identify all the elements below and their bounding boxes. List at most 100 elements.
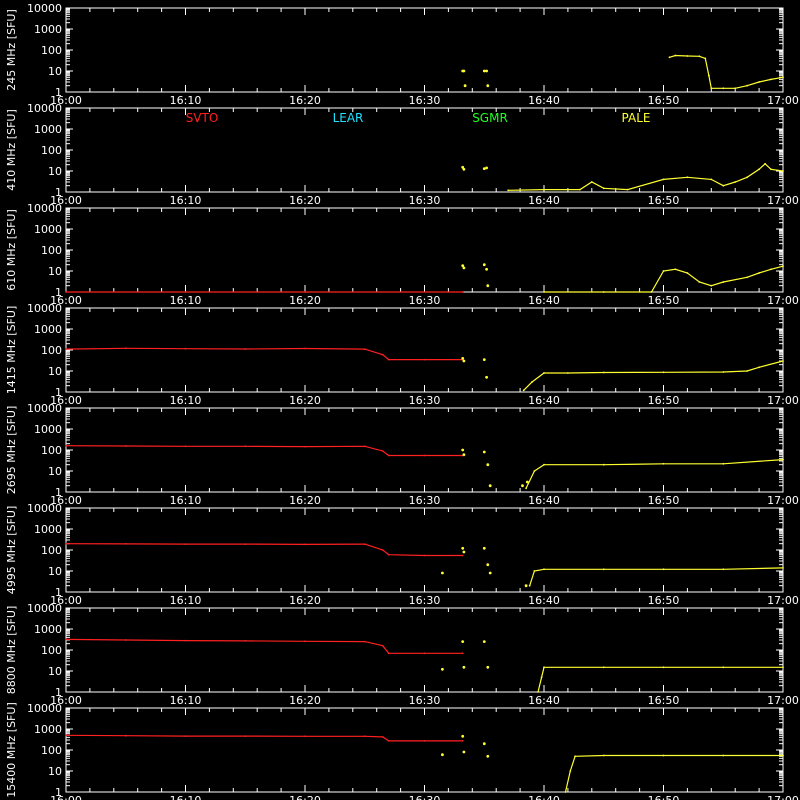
- data-point: [782, 567, 784, 569]
- x-tick-label: 16:20: [289, 294, 321, 307]
- x-tick-label: 16:30: [409, 194, 441, 207]
- panel-frame: [65, 7, 784, 93]
- y-tick-label: 1000: [34, 223, 62, 236]
- data-point: [244, 735, 247, 737]
- data-point: [461, 357, 465, 360]
- x-tick-label: 16:00: [50, 294, 82, 307]
- data-point: [722, 281, 725, 283]
- data-point: [537, 691, 539, 693]
- panel-0: 10000 1000 100 10 116:00 16:10 16:20 16:30 16:40…: [5, 2, 799, 107]
- data-point: [543, 372, 545, 374]
- x-tick-label: 16:00: [50, 194, 82, 207]
- y-tick-label: 1000: [34, 123, 62, 136]
- data-point: [722, 462, 725, 465]
- series-line: [523, 360, 784, 391]
- data-point: [602, 291, 605, 293]
- data-point: [441, 667, 444, 671]
- data-point: [482, 742, 486, 746]
- data-point: [65, 348, 67, 350]
- data-point: [602, 463, 605, 466]
- data-point: [486, 84, 490, 88]
- data-point: [304, 445, 306, 448]
- data-point: [65, 734, 67, 737]
- data-point: [486, 463, 490, 467]
- data-point: [758, 81, 760, 83]
- data-point: [441, 753, 444, 757]
- y-tick-label: 1: [55, 386, 62, 399]
- series-pale: [528, 567, 784, 587]
- y-tick-label: 100: [41, 344, 62, 357]
- panel-7: 10000 1000 100 10 116:00 16:10 16:20 16:30 16:40…: [5, 702, 799, 800]
- data-point: [124, 734, 127, 737]
- x-tick-label: 16:50: [648, 194, 680, 207]
- data-point: [782, 666, 784, 669]
- data-point: [662, 462, 665, 465]
- y-axis-label: 8800 MHz [SFU]: [5, 606, 18, 694]
- data-point: [686, 272, 689, 274]
- data-point: [686, 176, 689, 179]
- y-tick-label: 100: [41, 744, 62, 757]
- x-tick-label: 16:30: [409, 294, 441, 307]
- data-point: [543, 463, 545, 466]
- data-point: [65, 291, 67, 293]
- data-point: [782, 458, 784, 461]
- x-tick-label: 16:00: [50, 794, 82, 800]
- data-point: [782, 170, 784, 172]
- data-point: [485, 69, 488, 73]
- panel-6: 10000 1000 100 10 116:00 16:10 16:20 16:30 16:40…: [5, 602, 799, 707]
- y-tick-label: 1: [55, 186, 62, 199]
- y-axis-label: 4995 MHz [SFU]: [5, 506, 18, 594]
- data-point: [485, 267, 488, 271]
- series-line: [65, 543, 463, 557]
- data-point: [486, 563, 490, 567]
- data-point: [567, 372, 569, 374]
- y-tick-label: 10000: [27, 102, 62, 115]
- data-point: [540, 676, 543, 679]
- data-point: [543, 568, 545, 571]
- data-point: [486, 284, 490, 288]
- data-point: [662, 371, 665, 374]
- x-tick-label: 17:00: [767, 594, 799, 607]
- y-tick-label: 10: [48, 365, 62, 378]
- y-tick-label: 1000: [34, 723, 62, 736]
- data-point: [124, 639, 127, 641]
- data-point: [524, 584, 528, 588]
- panel-frame: [65, 307, 784, 393]
- data-point: [746, 84, 748, 87]
- data-point: [184, 639, 187, 642]
- data-point: [662, 754, 665, 757]
- data-point: [686, 55, 689, 57]
- data-point: [482, 263, 486, 267]
- data-point: [244, 445, 247, 448]
- x-tick-label: 16:20: [289, 194, 321, 207]
- data-point: [602, 187, 605, 190]
- data-point: [698, 281, 701, 283]
- y-tick-label: 10: [48, 765, 62, 778]
- data-point: [543, 666, 545, 669]
- data-point: [461, 640, 465, 643]
- y-tick-label: 100: [41, 644, 62, 657]
- data-point: [381, 353, 384, 356]
- x-tick-label: 16:50: [648, 94, 680, 107]
- x-tick-label: 16:30: [409, 94, 441, 107]
- data-point: [381, 549, 384, 551]
- y-tick-label: 100: [41, 144, 62, 157]
- data-point: [482, 69, 486, 73]
- data-point: [770, 78, 772, 81]
- data-point: [662, 568, 665, 571]
- data-point: [423, 740, 426, 742]
- x-tick-label: 16:20: [289, 494, 321, 507]
- y-tick-label: 100: [41, 44, 62, 57]
- data-point: [722, 754, 725, 757]
- data-point: [543, 188, 545, 191]
- series-pale: [564, 754, 784, 793]
- series-pale: [522, 360, 784, 392]
- data-point: [782, 265, 784, 268]
- series-line: [537, 666, 783, 693]
- data-point: [722, 184, 725, 187]
- series-svto: [65, 638, 464, 655]
- legend-pale: PALE: [622, 111, 651, 125]
- x-tick-label: 16:30: [409, 694, 441, 707]
- x-tick-label: 16:30: [409, 594, 441, 607]
